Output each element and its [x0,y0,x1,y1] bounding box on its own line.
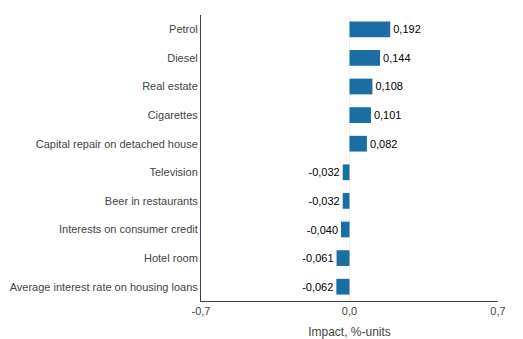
svg-text:-0,032: -0,032 [309,166,340,178]
svg-text:Real estate: Real estate [142,80,198,92]
svg-text:Interests on consumer credit: Interests on consumer credit [59,223,198,235]
svg-text:-0,040: -0,040 [307,224,338,236]
svg-text:Diesel: Diesel [167,52,198,64]
svg-text:Petrol: Petrol [169,23,198,35]
svg-text:Beer in restaurants: Beer in restaurants [105,195,198,207]
svg-text:Cigarettes: Cigarettes [148,109,199,121]
svg-text:0,082: 0,082 [370,138,398,150]
svg-text:0,101: 0,101 [374,109,402,121]
svg-text:0,192: 0,192 [393,23,421,35]
svg-text:0,144: 0,144 [383,52,411,64]
svg-text:Hotel room: Hotel room [144,252,198,264]
svg-text:-0,062: -0,062 [302,281,333,293]
svg-text:Impact, %-units: Impact, %-units [308,325,391,339]
svg-text:Television: Television [149,166,197,178]
svg-text:Average interest rate on housi: Average interest rate on housing loans [10,281,199,293]
svg-text:-0,032: -0,032 [309,195,340,207]
svg-text:-0,061: -0,061 [302,252,333,264]
svg-text:0,7: 0,7 [490,305,505,317]
svg-text:0,108: 0,108 [375,80,403,92]
svg-text:-0,7: -0,7 [192,305,211,317]
svg-text:Capital repair on detached hou: Capital repair on detached house [36,138,198,150]
svg-text:0,0: 0,0 [342,305,357,317]
